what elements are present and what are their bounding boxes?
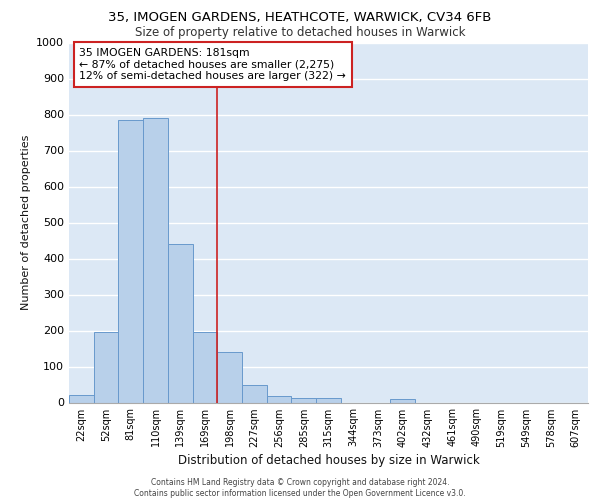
Bar <box>143 118 168 403</box>
Bar <box>390 399 415 402</box>
Bar <box>217 352 242 403</box>
Bar <box>292 398 316 402</box>
Bar <box>118 120 143 403</box>
Text: 35, IMOGEN GARDENS, HEATHCOTE, WARWICK, CV34 6FB: 35, IMOGEN GARDENS, HEATHCOTE, WARWICK, … <box>109 11 491 24</box>
Bar <box>242 384 267 402</box>
Y-axis label: Number of detached properties: Number of detached properties <box>20 135 31 310</box>
Text: Size of property relative to detached houses in Warwick: Size of property relative to detached ho… <box>135 26 465 39</box>
Bar <box>69 396 94 402</box>
Bar <box>267 396 292 402</box>
Bar <box>94 332 118 402</box>
Bar <box>316 398 341 402</box>
Text: Contains HM Land Registry data © Crown copyright and database right 2024.
Contai: Contains HM Land Registry data © Crown c… <box>134 478 466 498</box>
Text: 35 IMOGEN GARDENS: 181sqm
← 87% of detached houses are smaller (2,275)
12% of se: 35 IMOGEN GARDENS: 181sqm ← 87% of detac… <box>79 48 346 81</box>
Bar <box>193 332 217 402</box>
X-axis label: Distribution of detached houses by size in Warwick: Distribution of detached houses by size … <box>178 454 479 467</box>
Bar <box>168 244 193 402</box>
